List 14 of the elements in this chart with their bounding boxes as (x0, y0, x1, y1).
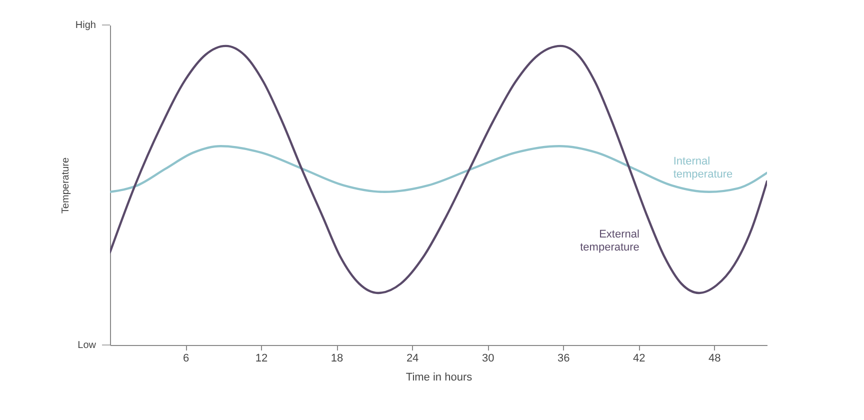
x-tick-label: 24 (406, 352, 419, 364)
x-axis-title: Time in hours (406, 372, 473, 384)
x-tick-label: 36 (557, 352, 570, 364)
series-label: External temperature (580, 228, 640, 254)
x-tick-label: 42 (632, 352, 646, 364)
x-tick-label: 30 (482, 352, 494, 364)
x-tick-label: 6 (182, 352, 190, 364)
text: Low (78, 340, 97, 351)
x-tick-label: 48 (708, 352, 721, 364)
series-label: Internal temperature (673, 155, 733, 180)
x-tick-label: 12 (255, 352, 268, 364)
x-tick-label: 18 (330, 352, 344, 364)
y-axis-title: Temperature (60, 156, 72, 214)
text: High (75, 20, 96, 31)
